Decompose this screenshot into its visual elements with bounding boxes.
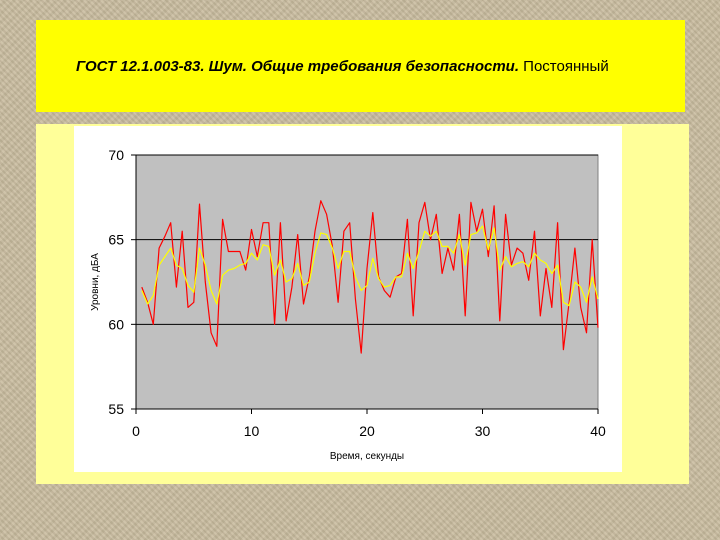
title-banner: ГОСТ 12.1.003-83. Шум. Общие требования … bbox=[36, 20, 685, 112]
x-tick-label: 20 bbox=[359, 423, 375, 439]
slide-title-main: ГОСТ 12.1.003-83. Шум. Общие требования … bbox=[76, 58, 520, 75]
slide-title-suffix: Постоянный bbox=[519, 58, 609, 75]
y-tick-label: 60 bbox=[108, 316, 124, 332]
y-tick-label: 70 bbox=[108, 147, 124, 163]
y-tick-label: 55 bbox=[108, 401, 124, 417]
y-tick-label: 65 bbox=[108, 232, 124, 248]
slide-title: ГОСТ 12.1.003-83. Шум. Общие требования … bbox=[76, 58, 609, 75]
x-tick-label: 0 bbox=[132, 423, 140, 439]
x-tick-label: 40 bbox=[590, 423, 606, 439]
x-tick-label: 30 bbox=[475, 423, 491, 439]
series-yellow-line bbox=[141, 225, 599, 307]
plot-area bbox=[135, 154, 599, 410]
series-red-line bbox=[141, 200, 599, 354]
x-axis-label: Время, секунды bbox=[330, 451, 404, 462]
x-tick-label: 10 bbox=[244, 423, 260, 439]
y-axis-label: Уровни, дБА bbox=[90, 253, 101, 311]
